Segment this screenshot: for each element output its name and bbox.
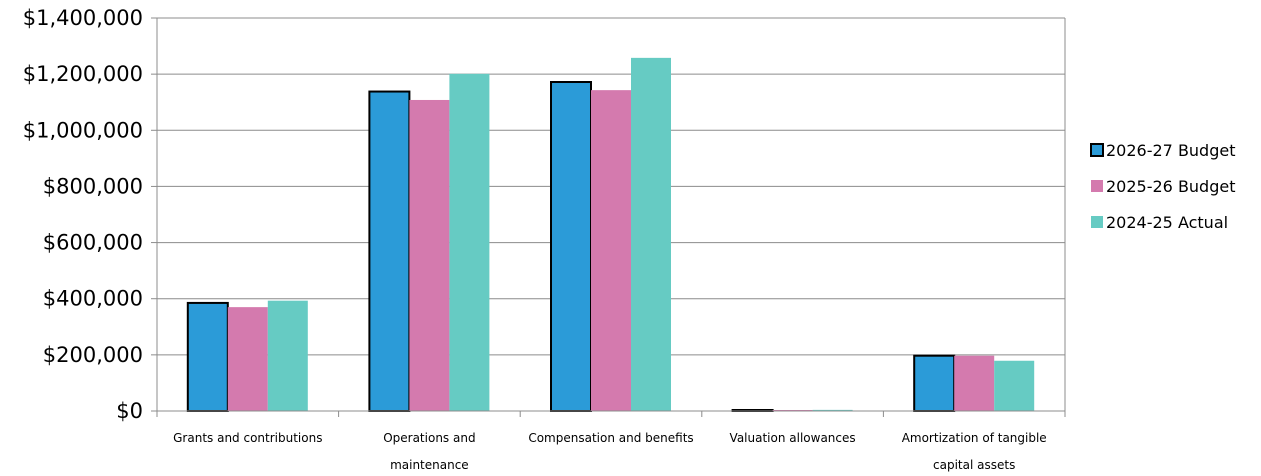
bar-2024-25-actual: [449, 74, 489, 411]
legend-entry-label: 2025-26 Budget: [1106, 177, 1235, 196]
y-tick-label: $0: [116, 399, 143, 423]
bar-2026-27-budget: [369, 92, 409, 411]
bar-2026-27-budget: [551, 82, 591, 411]
bar-2024-25-actual: [631, 58, 671, 411]
x-category-label: Operations and: [383, 431, 475, 445]
x-axis-category-labels: Grants and contributions Operations and ma…: [173, 431, 1047, 472]
bar-2025-26-budget: [228, 307, 268, 411]
y-tick-label: $1,200,000: [23, 62, 143, 86]
x-category-label: capital assets: [933, 458, 1015, 472]
legend-swatch: [1091, 144, 1103, 156]
legend: 2026-27 Budget 2025-26 Budget 2024-25 Actu…: [1091, 141, 1235, 232]
x-category-label: Compensation and benefits: [528, 431, 693, 445]
y-tick-label: $400,000: [43, 287, 143, 311]
legend-swatch: [1091, 180, 1103, 192]
bar-2024-25-actual: [994, 361, 1034, 411]
bar-2026-27-budget: [188, 303, 228, 411]
legend-entry-label: 2024-25 Actual: [1106, 213, 1228, 232]
bar-2026-27-budget: [914, 356, 954, 411]
y-tick-label: $800,000: [43, 174, 143, 198]
y-axis-tick-labels: $0 $200,000 $400,000 $600,000 $800,000 $1,000…: [23, 6, 143, 423]
y-tick-label: $600,000: [43, 231, 143, 255]
y-tick-label: $1,400,000: [23, 6, 143, 30]
legend-swatch: [1091, 216, 1103, 228]
x-category-label: Grants and contributions: [173, 431, 322, 445]
bar-2024-25-actual: [268, 301, 308, 411]
y-tick-label: $1,000,000: [23, 118, 143, 142]
x-category-label: Valuation allowances: [730, 431, 856, 445]
x-category-label: Amortization of tangible: [902, 431, 1047, 445]
bars: [188, 58, 1034, 411]
legend-entry-label: 2026-27 Budget: [1106, 141, 1235, 160]
bar-2025-26-budget: [409, 100, 449, 411]
x-category-label: maintenance: [390, 458, 469, 472]
y-tick-label: $200,000: [43, 343, 143, 367]
bar-2025-26-budget: [591, 90, 631, 411]
bar-2025-26-budget: [954, 356, 994, 411]
